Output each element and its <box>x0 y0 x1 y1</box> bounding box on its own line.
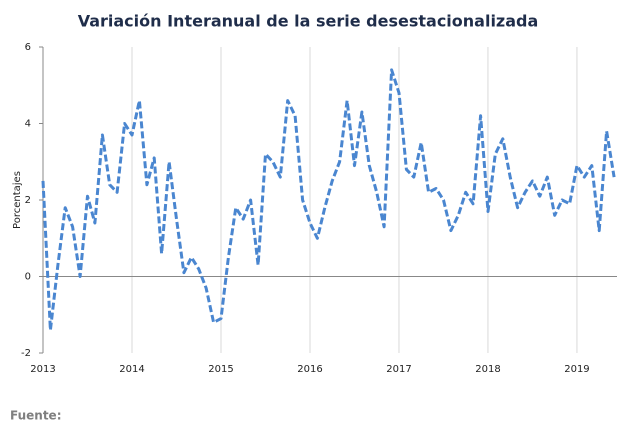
y-tick-label: 4 <box>25 119 31 130</box>
x-tick-label: 2018 <box>475 364 500 375</box>
y-tick-label: 6 <box>25 42 31 53</box>
y-tick-label: -2 <box>21 348 31 359</box>
y-tick-label: 2 <box>25 195 31 206</box>
x-tick-label: 2016 <box>297 364 322 375</box>
y-axis-label: Porcentajes <box>12 171 23 229</box>
x-tick-label: 2019 <box>564 364 589 375</box>
y-tick-label: 0 <box>25 272 31 283</box>
footer: Fuente: <box>10 409 62 423</box>
x-tick-label: 2017 <box>386 364 411 375</box>
x-tick-label: 2015 <box>208 364 233 375</box>
data-line <box>41 68 616 332</box>
x-tick-label: 2013 <box>30 364 55 375</box>
chart-title: Variación Interanual de la serie desesta… <box>78 12 539 31</box>
x-tick-label: 2014 <box>119 364 144 375</box>
